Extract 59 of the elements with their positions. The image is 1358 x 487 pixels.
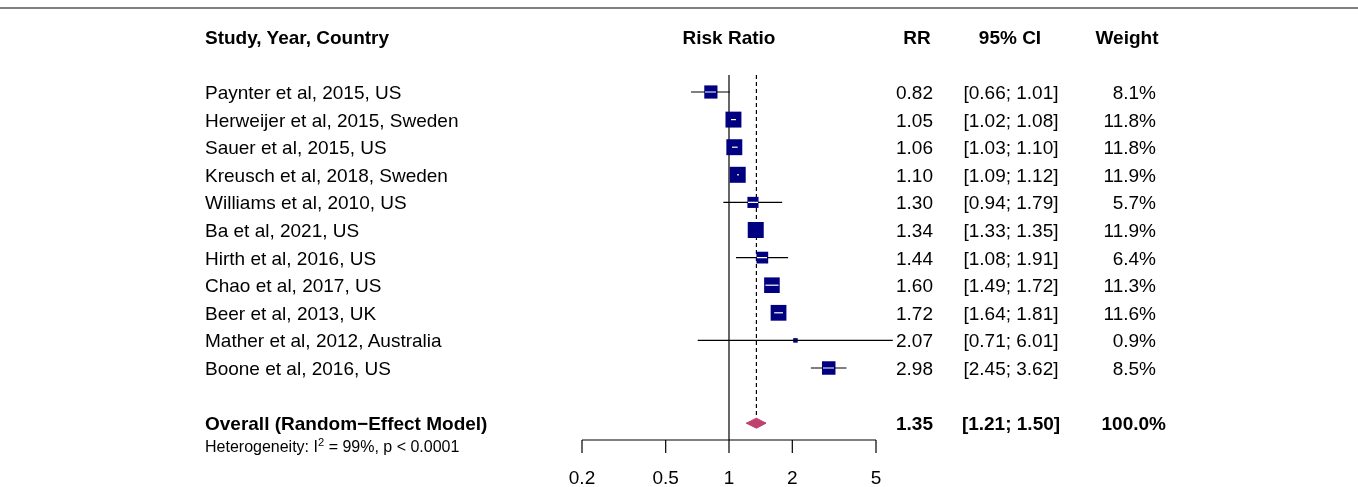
text: 11.9% — [1103, 164, 1157, 186]
x-tick-label: 1 — [723, 467, 735, 487]
text: 11.8% — [1103, 109, 1157, 131]
text: [0.71; 6.01] — [963, 330, 1059, 352]
y-axis-title: Study, Year, Country — [205, 27, 390, 48]
text: 1.35 — [896, 413, 934, 435]
y-tick-label: Williams et al, 2010, US — [205, 192, 407, 214]
x-tick-label: 0.5 — [652, 467, 679, 487]
text: 8.1% — [1112, 82, 1157, 103]
text: 1.05 — [896, 109, 933, 131]
text: 11.3% — [1103, 275, 1157, 297]
y-tick-label: Paynter et al, 2015, US — [205, 82, 402, 103]
y-tick-label: Boone et al, 2016, US — [205, 358, 391, 379]
y-tick-label: Sauer et al, 2015, US — [205, 137, 387, 159]
y-tick-label: Chao et al, 2017, US — [205, 275, 382, 297]
text: RR — [903, 27, 931, 48]
text: 100.0% — [1101, 413, 1167, 435]
text: [1.09; 1.12] — [963, 164, 1059, 186]
y-tick-label: Ba et al, 2021, US — [205, 220, 360, 241]
text: 11.8% — [1103, 137, 1157, 159]
text: 1.72 — [896, 302, 933, 324]
text: 11.9% — [1103, 220, 1157, 241]
text: 5.7% — [1112, 192, 1157, 214]
y-tick-label: Hirth et al, 2016, US — [205, 247, 377, 269]
text: 1.10 — [896, 164, 933, 186]
text: [1.49; 1.72] — [963, 275, 1059, 297]
text: 1.44 — [896, 247, 934, 269]
y-tick-label: Mather et al, 2012, Australia — [205, 330, 443, 352]
text: [2.45; 3.62] — [963, 358, 1059, 379]
text: [0.94; 1.79] — [963, 192, 1059, 214]
y-tick-label: Herweijer et al, 2015, Sweden — [205, 109, 459, 131]
text: 95% CI — [978, 27, 1042, 48]
y-tick-label: Overall (Random−Effect Model) — [205, 413, 488, 435]
text: 1.30 — [896, 192, 933, 214]
text: 2.07 — [896, 330, 933, 352]
text: 6.4% — [1112, 247, 1157, 269]
text: 1.34 — [896, 220, 934, 241]
text: 1.06 — [896, 137, 933, 159]
y-tick-label: Kreusch et al, 2018, Sweden — [205, 164, 448, 186]
text: [1.21; 1.50] — [961, 413, 1061, 435]
text: 1.60 — [896, 275, 933, 297]
x-tick-label: 2 — [787, 467, 798, 487]
text: [1.64; 1.81] — [963, 302, 1059, 324]
x-tick-label: 0.2 — [568, 467, 596, 487]
text: Weight — [1095, 27, 1160, 48]
text: 0.9% — [1112, 330, 1157, 352]
text: 2.98 — [896, 358, 933, 379]
text: [1.08; 1.91] — [963, 247, 1059, 269]
text: [1.02; 1.08] — [963, 109, 1059, 131]
text: 11.6% — [1103, 302, 1157, 324]
text: [1.03; 1.10] — [963, 137, 1059, 159]
text: [1.33; 1.35] — [963, 220, 1059, 241]
x-axis-title: Risk Ratio — [682, 27, 776, 48]
text: [0.66; 1.01] — [963, 82, 1059, 103]
text: 0.82 — [896, 82, 933, 103]
x-tick-label: 5 — [870, 467, 882, 487]
y-tick-label: Beer et al, 2013, UK — [205, 302, 377, 324]
text: Heterogeneity: I$^{2}$ = 99%, p < 0.0001 — [205, 436, 460, 456]
text: 8.5% — [1112, 358, 1157, 379]
